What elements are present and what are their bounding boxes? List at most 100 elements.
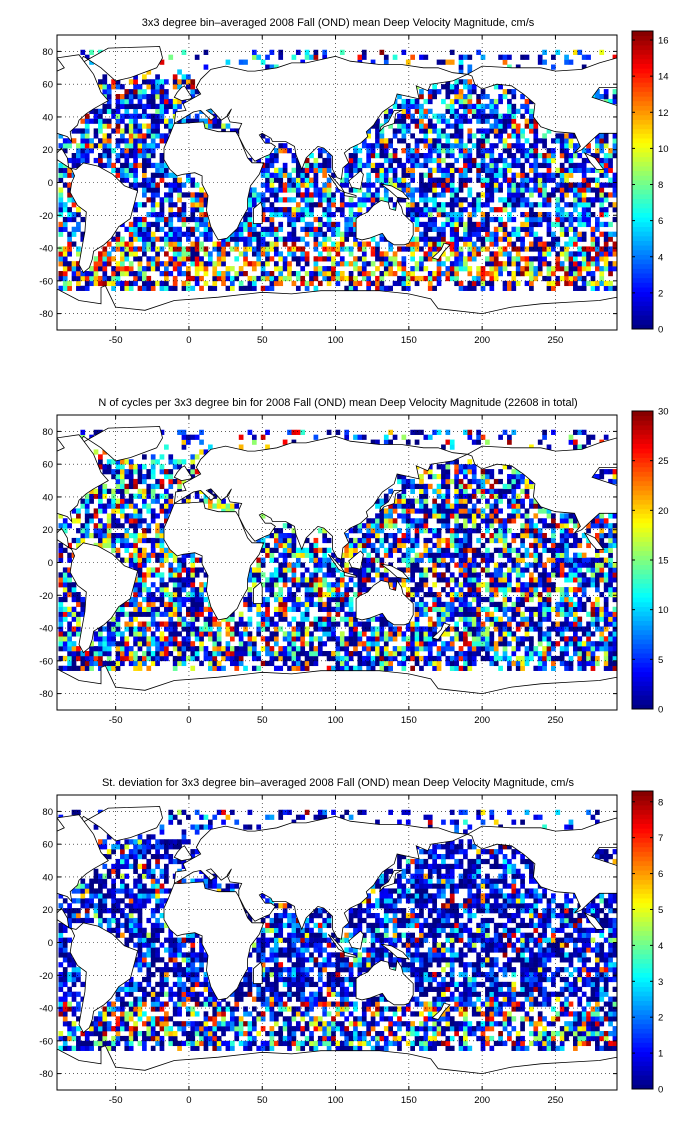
y-tick-label: 80 <box>42 47 53 58</box>
heatmap-cell <box>62 547 68 553</box>
heatmap-cell <box>150 616 156 622</box>
heatmap-cell <box>304 606 310 612</box>
heatmap-cell <box>335 596 341 603</box>
heatmap-cell <box>260 167 266 173</box>
heatmap-cell <box>62 251 68 257</box>
heatmap-cell <box>559 226 565 232</box>
heatmap-cell <box>168 651 174 657</box>
heatmap-cell <box>93 118 99 124</box>
heatmap-cell <box>603 167 609 173</box>
heatmap-cell <box>357 567 363 573</box>
heatmap-cell <box>498 261 503 267</box>
heatmap-cell <box>133 655 138 662</box>
colorbar-segment <box>632 277 653 283</box>
heatmap-cell <box>414 483 420 490</box>
heatmap-cell <box>89 646 94 652</box>
heatmap-cell <box>348 567 354 573</box>
heatmap-cell <box>326 429 332 435</box>
heatmap-cell <box>326 177 332 183</box>
heatmap-cell <box>58 231 64 237</box>
heatmap-cell <box>234 646 240 652</box>
heatmap-cell <box>137 138 143 144</box>
heatmap-cell <box>190 177 196 183</box>
heatmap-cell <box>251 197 257 203</box>
heatmap-cell <box>546 202 552 208</box>
heatmap-cell <box>401 128 407 134</box>
heatmap-cell <box>150 182 156 188</box>
heatmap-cell <box>142 626 147 632</box>
heatmap-cell <box>370 646 376 652</box>
heatmap-cell <box>120 537 125 544</box>
heatmap-cell <box>186 636 191 642</box>
heatmap-cell <box>89 275 94 282</box>
heatmap-cell <box>98 84 103 90</box>
heatmap-cell <box>379 651 385 657</box>
heatmap-cell <box>392 651 398 657</box>
heatmap-cell <box>168 192 174 198</box>
heatmap-cell <box>405 59 411 65</box>
heatmap-cell <box>115 478 121 485</box>
heatmap-cell <box>309 221 314 228</box>
heatmap-cell <box>115 533 121 539</box>
heatmap-cell <box>423 54 429 60</box>
heatmap-cell <box>76 212 81 218</box>
heatmap-cell <box>476 113 481 119</box>
heatmap-cell <box>207 251 213 257</box>
heatmap-cell <box>467 133 473 139</box>
heatmap-cell <box>480 182 486 188</box>
heatmap-cell <box>445 153 451 159</box>
heatmap-cell <box>366 172 372 178</box>
heatmap-cell <box>106 275 112 282</box>
heatmap-cell <box>67 216 72 223</box>
heatmap-cell <box>441 562 446 568</box>
heatmap-cell <box>265 246 270 252</box>
heatmap-cell <box>142 488 147 494</box>
heatmap-cell <box>564 148 569 154</box>
heatmap-cell <box>331 655 336 662</box>
heatmap-cell <box>432 528 437 534</box>
heatmap-cell <box>458 69 464 75</box>
heatmap-cell <box>124 251 130 257</box>
heatmap-cell <box>353 616 358 622</box>
heatmap-cell <box>546 128 552 134</box>
heatmap-cell <box>419 552 424 558</box>
heatmap-cell <box>243 261 248 267</box>
heatmap-cell <box>590 280 596 287</box>
heatmap-cell <box>304 601 310 608</box>
heatmap-cell <box>295 246 301 252</box>
heatmap-cell <box>480 133 486 139</box>
heatmap-cell <box>168 636 174 642</box>
heatmap-cell <box>142 94 147 100</box>
heatmap-cell <box>291 651 297 657</box>
heatmap-cell <box>287 172 292 178</box>
heatmap-cell <box>295 167 301 173</box>
heatmap-cell <box>467 128 473 134</box>
heatmap-cell <box>186 118 191 124</box>
heatmap-cell <box>313 582 319 588</box>
heatmap-cell <box>142 587 147 593</box>
heatmap-cell <box>559 167 565 173</box>
heatmap-cell <box>251 285 257 291</box>
heatmap-cell <box>256 611 262 617</box>
heatmap-cell <box>309 542 314 549</box>
heatmap-cell <box>322 275 328 282</box>
heatmap-cell <box>467 118 473 124</box>
heatmap-cell <box>595 236 600 242</box>
heatmap-cell <box>348 631 354 637</box>
heatmap-cell <box>361 582 367 588</box>
heatmap-cell <box>124 94 130 100</box>
heatmap-cell <box>595 285 600 291</box>
heatmap-cell <box>199 187 204 193</box>
heatmap-cell <box>414 429 420 435</box>
heatmap-cell <box>414 202 420 208</box>
heatmap-cell <box>98 665 103 671</box>
heatmap-cell <box>361 251 367 257</box>
heatmap-cell <box>353 216 358 223</box>
heatmap-cell <box>507 54 512 60</box>
heatmap-cell <box>124 651 130 657</box>
heatmap-cell <box>427 552 433 558</box>
heatmap-cell <box>449 113 455 119</box>
heatmap-cell <box>71 611 77 617</box>
heatmap-cell <box>441 177 446 183</box>
heatmap-cell <box>287 187 292 193</box>
